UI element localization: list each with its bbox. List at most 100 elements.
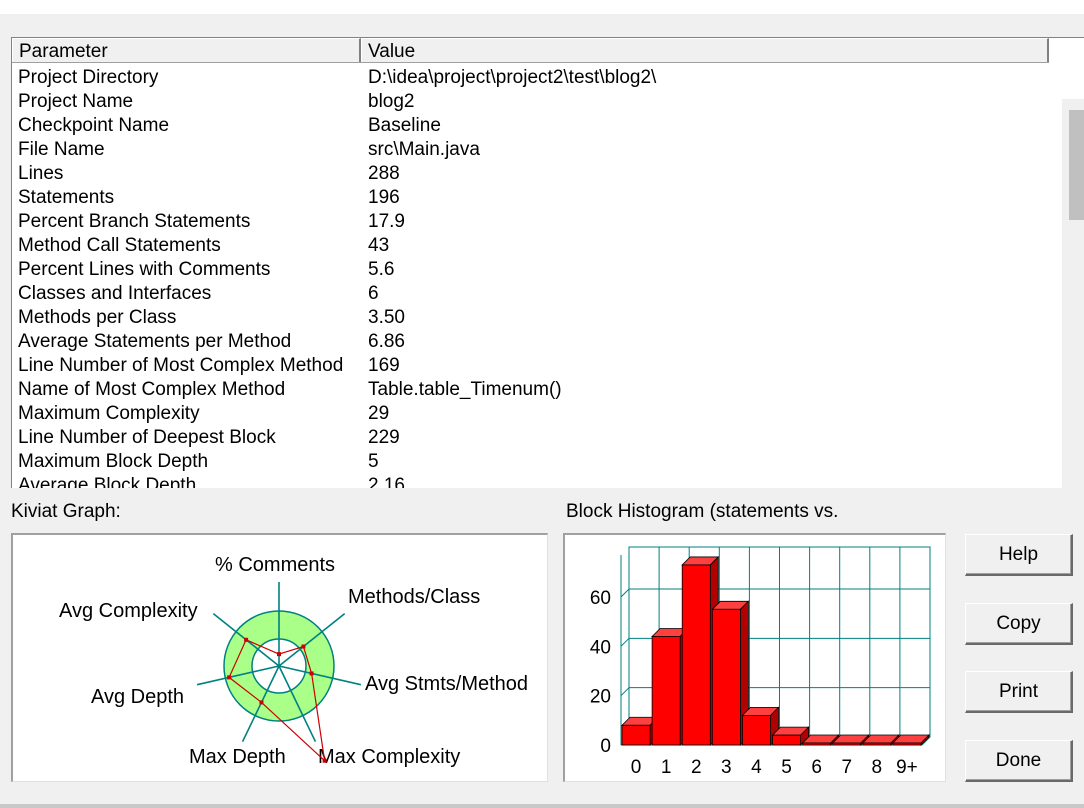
- parameter-cell: Statements: [18, 187, 115, 208]
- vertical-scrollbar[interactable]: [1062, 99, 1084, 488]
- window-bottom-edge: [0, 804, 1084, 808]
- table-row[interactable]: Average Statements per Method 6.86: [12, 330, 1052, 354]
- histogram-bar: [892, 742, 922, 746]
- table-row[interactable]: Line Number of Deepest Block 229: [12, 426, 1052, 450]
- table-row[interactable]: Name of Most Complex Method Table.table_T…: [12, 378, 1052, 402]
- value-cell: 3.50: [368, 307, 405, 328]
- histogram-gridline-side: [620, 588, 630, 598]
- table-row[interactable]: Average Block Depth 2.16: [12, 474, 1052, 488]
- kiviat-axis-label: Avg Depth: [91, 686, 184, 708]
- histogram-y-tick-label: 60: [590, 588, 611, 609]
- table-row[interactable]: Method Call Statements 43: [12, 234, 1052, 258]
- parameter-cell: File Name: [18, 139, 105, 160]
- histogram-x-tick-label: 4: [751, 757, 762, 778]
- table-row[interactable]: Maximum Block Depth 5: [12, 450, 1052, 474]
- histogram-bar: [741, 714, 771, 746]
- parameter-cell: Percent Branch Statements: [18, 211, 251, 232]
- histogram-y-tick-label: 0: [600, 736, 611, 757]
- print-button[interactable]: Print: [965, 671, 1073, 713]
- table-row[interactable]: Project Directory D:\idea\project\project…: [12, 66, 1052, 90]
- histogram-bar: [651, 636, 681, 746]
- kiviat-panel: % Comments Methods/Class Avg Stmts/Method M…: [11, 533, 548, 782]
- kiviat-axis: [278, 665, 362, 686]
- table-row[interactable]: Classes and Interfaces 6: [12, 282, 1052, 306]
- kiviat-graph: % Comments Methods/Class Avg Stmts/Method M…: [59, 554, 528, 768]
- histogram-bar: [711, 608, 741, 746]
- table-row[interactable]: Methods per Class 3.50: [12, 306, 1052, 330]
- kiviat-axis-label: Max Depth: [189, 746, 286, 768]
- value-cell: 43: [368, 235, 390, 256]
- table-row[interactable]: Line Number of Most Complex Method 169: [12, 354, 1052, 378]
- copy-button[interactable]: Copy: [965, 603, 1073, 645]
- table-row[interactable]: Checkpoint Name Baseline: [12, 114, 1052, 138]
- table-row[interactable]: Project Name blog2: [12, 90, 1052, 114]
- parameter-cell: Lines: [18, 163, 64, 184]
- table-row[interactable]: Maximum Complexity 29: [12, 402, 1052, 426]
- column-header-parameter[interactable]: Parameter: [12, 38, 361, 62]
- histogram-x-tick-label: 6: [811, 757, 822, 778]
- kiviat-axis-label: Max Complexity: [318, 746, 460, 768]
- value-cell: 196: [368, 187, 400, 208]
- value-cell: 229: [368, 427, 400, 448]
- value-cell: 29: [368, 403, 390, 424]
- histogram-bar: [802, 742, 832, 746]
- table-rows: Project Directory D:\idea\project\project…: [12, 66, 1052, 488]
- histogram-bar: [772, 734, 802, 746]
- parameter-cell: Average Statements per Method: [18, 331, 292, 352]
- parameter-cell: Maximum Block Depth: [18, 451, 209, 472]
- histogram-x-tick-label: 8: [872, 757, 883, 778]
- parameter-cell: Percent Lines with Comments: [18, 259, 271, 280]
- table-row[interactable]: Percent Lines with Comments 5.6: [12, 258, 1052, 282]
- value-cell: 17.9: [368, 211, 405, 232]
- parameter-cell: Maximum Complexity: [18, 403, 200, 424]
- kiviat-axis: [278, 613, 346, 667]
- histogram-x-tick-label: 3: [721, 757, 732, 778]
- histogram-floor-edge: [921, 736, 931, 746]
- histogram-x-tick-label: 0: [631, 757, 642, 778]
- histogram-x-tick-label: 1: [661, 757, 672, 778]
- histogram-x-tick-label: 5: [781, 757, 792, 778]
- kiviat-point: [301, 644, 306, 649]
- histogram-x-tick-label: 2: [691, 757, 702, 778]
- table-row[interactable]: Percent Branch Statements 17.9: [12, 210, 1052, 234]
- kiviat-axis-label: Avg Stmts/Method: [365, 673, 528, 695]
- table-row[interactable]: File Name src\Main.java: [12, 138, 1052, 162]
- histogram-panel: 0 20 40 60 0 1 2 3 4 5 6 7 8 9+: [563, 533, 946, 782]
- value-cell: 5.6: [368, 259, 395, 280]
- table-header: Parameter Value: [12, 38, 1049, 63]
- parameter-cell: Project Name: [18, 91, 134, 112]
- kiviat-point: [244, 637, 249, 642]
- kiviat-point: [277, 652, 281, 657]
- kiviat-polygon: [228, 639, 326, 763]
- value-cell: 5: [368, 451, 379, 472]
- value-cell: src\Main.java: [368, 139, 480, 160]
- histogram-bar: [621, 724, 651, 746]
- parameter-cell: Classes and Interfaces: [18, 283, 212, 304]
- value-cell: Baseline: [368, 115, 441, 136]
- value-cell: 6.86: [368, 331, 405, 352]
- kiviat-ring: [223, 610, 335, 722]
- parameter-cell: Methods per Class: [18, 307, 177, 328]
- histogram-bar: [832, 742, 862, 746]
- table-row[interactable]: Lines 288: [12, 162, 1052, 186]
- value-cell: 288: [368, 163, 400, 184]
- help-button[interactable]: Help: [965, 534, 1073, 576]
- parameter-cell: Average Block Depth: [18, 475, 197, 488]
- metrics-table[interactable]: Parameter Value Project Directory D:\idea…: [11, 37, 1084, 488]
- parameter-cell: Line Number of Most Complex Method: [18, 355, 344, 376]
- table-row[interactable]: Statements 196: [12, 186, 1052, 210]
- histogram-title: Block Histogram (statements vs.: [566, 501, 839, 522]
- kiviat-axis: [196, 665, 280, 686]
- value-cell: 169: [368, 355, 400, 376]
- kiviat-axis: [278, 665, 317, 743]
- parameter-cell: Project Directory: [18, 67, 159, 88]
- done-button[interactable]: Done: [965, 740, 1073, 782]
- histogram-x-tick-label: 7: [841, 757, 852, 778]
- histogram-gridline-side: [620, 687, 630, 697]
- kiviat-point: [309, 671, 314, 676]
- column-header-value[interactable]: Value: [361, 38, 1049, 62]
- scrollbar-thumb[interactable]: [1069, 110, 1084, 220]
- top-strip: [0, 0, 1084, 14]
- histogram-bar: [681, 564, 711, 746]
- histogram-y-tick-label: 20: [590, 687, 611, 708]
